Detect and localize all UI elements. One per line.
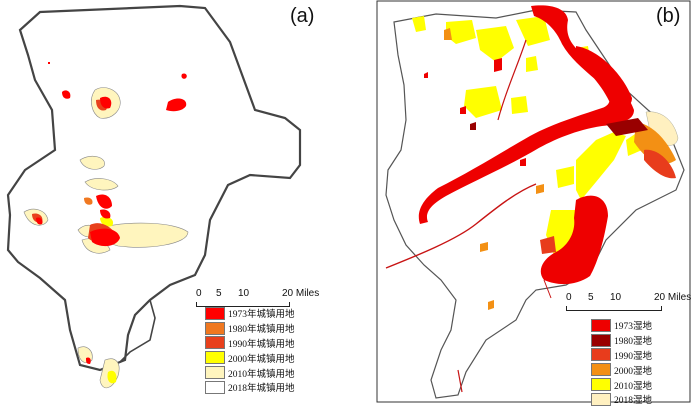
wetland-patches — [385, 5, 679, 393]
scale-line — [196, 302, 290, 307]
legend-swatch — [591, 348, 611, 362]
scale-bar-b: 0 5 10 20 Miles — [566, 292, 691, 311]
river-line — [385, 183, 537, 269]
urban-patches — [23, 62, 189, 389]
urban-land-map — [6, 4, 302, 389]
legend-item: 2010湿地 — [591, 377, 652, 392]
legend-swatch — [205, 306, 225, 320]
scale-tick: 5 — [588, 292, 594, 303]
panel-label-a: (a) — [290, 5, 315, 27]
legend-a: 1973年城镇用地 1980年城镇用地 1990年城镇用地 2000年城镇用地 … — [205, 306, 295, 395]
scale-tick: 10 — [610, 292, 622, 303]
wetland-map — [376, 0, 691, 403]
scale-tick: 0 — [196, 288, 202, 299]
legend-item: 2018年城镇用地 — [205, 380, 295, 395]
scale-tick: 20 Miles — [282, 288, 320, 299]
map-panel-b: (b) 0 5 10 20 Miles 1973湿地 1980湿地 1990湿地… — [376, 0, 691, 406]
river-line — [457, 369, 463, 393]
scale-tick: 20 Miles — [654, 292, 691, 303]
river-line — [497, 39, 527, 121]
scale-tick: 5 — [216, 288, 222, 299]
legend-item: 1973年城镇用地 — [205, 306, 295, 321]
region-boundary — [6, 4, 302, 372]
legend-swatch — [591, 333, 611, 347]
legend-item: 1973湿地 — [591, 318, 652, 333]
panel-label-b: (b) — [656, 5, 681, 27]
legend-item: 2018湿地 — [591, 392, 652, 407]
scale-tick: 0 — [566, 292, 572, 303]
legend-swatch — [205, 351, 225, 365]
legend-item: 1980湿地 — [591, 333, 652, 348]
district-line — [119, 299, 156, 363]
scale-bar-a: 0 5 10 20 Miles — [196, 288, 319, 307]
legend-swatch — [205, 366, 225, 380]
legend-item: 1980年城镇用地 — [205, 321, 295, 336]
legend-swatch — [205, 321, 225, 335]
river-line — [543, 279, 552, 299]
scale-line — [566, 306, 662, 311]
legend-swatch — [591, 378, 611, 392]
legend-item: 2000年城镇用地 — [205, 350, 295, 365]
legend-item: 1990湿地 — [591, 348, 652, 363]
legend-swatch — [591, 392, 611, 406]
legend-swatch — [591, 318, 611, 332]
legend-item: 2010年城镇用地 — [205, 365, 295, 380]
map-panel-a: (a) 0 5 10 20 Miles 1973年城镇用地 1980年城镇用地 … — [0, 0, 345, 403]
legend-swatch — [591, 363, 611, 377]
legend-item: 1990年城镇用地 — [205, 336, 295, 351]
legend-swatch — [205, 380, 225, 394]
scale-tick: 10 — [238, 288, 250, 299]
legend-swatch — [205, 336, 225, 350]
legend-item: 2000湿地 — [591, 362, 652, 377]
legend-b: 1973湿地 1980湿地 1990湿地 2000湿地 2010湿地 2018湿… — [591, 318, 652, 407]
